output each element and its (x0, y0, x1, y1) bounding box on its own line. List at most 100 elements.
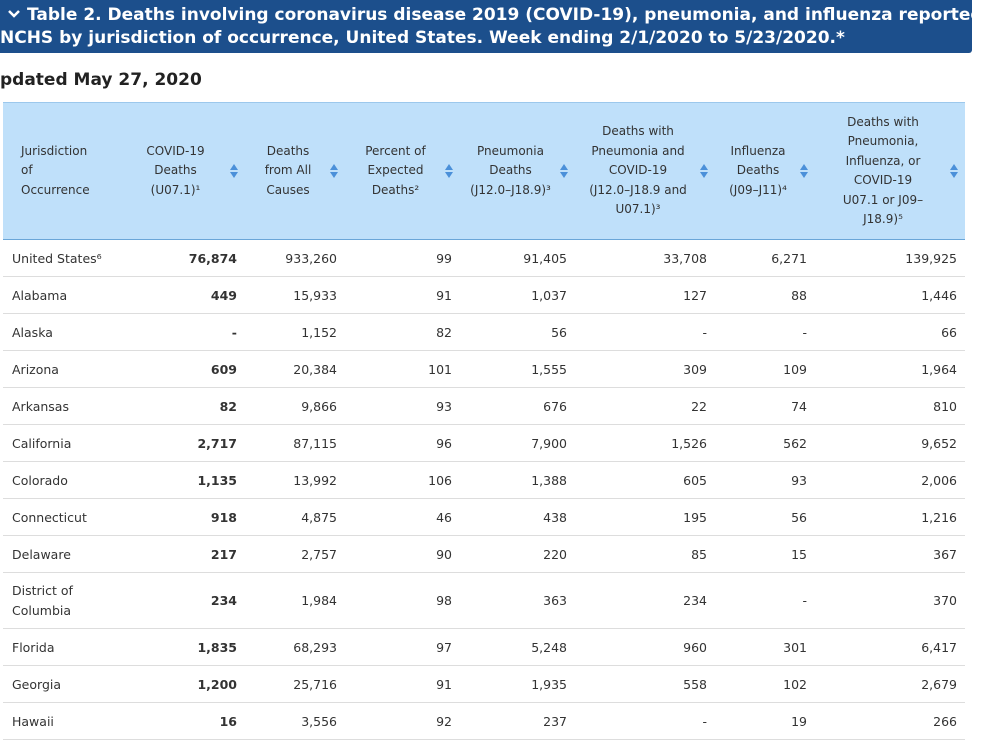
value-cell: 9,652 (815, 424, 965, 462)
value-cell: 1,935 (460, 665, 575, 703)
header-line: (J09–J11)⁴ (729, 182, 787, 197)
value-cell: - (715, 313, 815, 351)
table-row: Arizona 609 20,384 101 1,555 309 109 1,964 (3, 350, 965, 388)
header-line: Deaths (266, 143, 310, 158)
jurisdiction-cell: District of Columbia (3, 572, 120, 629)
header-line: Deaths with (602, 124, 674, 139)
header-line: from All (264, 163, 312, 178)
value-cell: 91 (345, 276, 460, 314)
value-cell: 33,708 (575, 239, 715, 277)
updated-date: pdated May 27, 2020 (0, 70, 202, 90)
table-row: Alaska -1,152 82 56- -66 (3, 313, 965, 351)
column-header[interactable]: Deaths with Pneumonia and COVID-19 (J12.0–J… (575, 102, 715, 240)
value-cell: 101 (345, 350, 460, 388)
value-cell: 1,446 (815, 276, 965, 314)
value-cell: 99 (345, 239, 460, 277)
value-cell: 15,933 (245, 276, 345, 314)
sort-icon[interactable] (699, 163, 709, 179)
value-cell: 220 (460, 535, 575, 573)
title-text: Table 2. Deaths involving coronavirus di… (27, 5, 992, 25)
value-cell: 367 (815, 535, 965, 573)
value-cell: 237 (460, 702, 575, 740)
value-cell: 106 (345, 461, 460, 499)
value-cell: 1,984 (245, 572, 345, 629)
header-line: Occurrence (21, 182, 90, 197)
value-cell: 6,271 (715, 239, 815, 277)
header-line: Deaths (736, 163, 780, 178)
value-cell: 266 (815, 702, 965, 740)
value-cell: 217 (120, 535, 245, 573)
value-cell: 82 (345, 313, 460, 351)
table-row: Colorado 1,135 13,992 106 1,388 605 93 2,006 (3, 461, 965, 499)
jurisdiction-cell: Georgia (3, 665, 120, 703)
value-cell: 6,417 (815, 628, 965, 666)
header-line: COVID-19 (146, 143, 205, 158)
value-cell: 139,925 (815, 239, 965, 277)
title-bar[interactable]: Table 2. Deaths involving coronavirus di… (0, 0, 992, 53)
value-cell: 87,115 (245, 424, 345, 462)
header-line: Pneumonia (477, 143, 544, 158)
table-row: Delaware 217 2,757 90 220 85 15 367 (3, 535, 965, 573)
header-line: (J12.0–J18.9)³ (470, 182, 551, 197)
jurisdiction-cell: Alaska (3, 313, 120, 351)
value-cell: 960 (575, 628, 715, 666)
value-cell: 7,900 (460, 424, 575, 462)
column-header[interactable]: Pneumonia Deaths (J12.0–J18.9)³ (460, 102, 575, 240)
value-cell: 195 (575, 498, 715, 536)
sort-icon[interactable] (229, 163, 239, 179)
column-header[interactable]: Deaths from All Causes (245, 102, 345, 240)
table-row: Hawaii 16 3,556 92 237-19 266 (3, 702, 965, 740)
table-row: Arkansas 82 9,866 93 676 22 74 810 (3, 387, 965, 425)
jurisdiction-cell: Hawaii (3, 702, 120, 740)
value-cell: 68,293 (245, 628, 345, 666)
sort-icon[interactable] (799, 163, 809, 179)
value-cell: 15 (715, 535, 815, 573)
table-body: United States⁶ 76,874 933,260 99 91,405 33,70… (3, 239, 965, 740)
value-cell: 309 (575, 350, 715, 388)
header-row: Jurisdiction of Occurrence COVID-19 Deaths (… (3, 102, 965, 240)
header-line: U07.1)³ (615, 202, 661, 217)
jurisdiction-cell: Arizona (3, 350, 120, 388)
value-cell: 810 (815, 387, 965, 425)
value-cell: 46 (345, 498, 460, 536)
column-header[interactable]: Deaths with Pneumonia, Influenza, or COVID-… (815, 102, 965, 240)
column-header[interactable]: Percent of Expected Deaths² (345, 102, 460, 240)
value-cell: 933,260 (245, 239, 345, 277)
value-cell: 438 (460, 498, 575, 536)
value-cell: 562 (715, 424, 815, 462)
table-row: District of Columbia 234 1,984 98 363 234-370 (3, 572, 965, 629)
table-row: Georgia 1,200 25,716 91 1,935 558 102 2,679 (3, 665, 965, 703)
table-row: Alabama 449 15,933 91 1,037 127 88 1,446 (3, 276, 965, 314)
header-line: Pneumonia and (591, 143, 685, 158)
value-cell: 605 (575, 461, 715, 499)
value-cell: 90 (345, 535, 460, 573)
column-header[interactable]: COVID-19 Deaths (U07.1)¹ (120, 102, 245, 240)
header-line: Influenza (730, 143, 786, 158)
value-cell: 93 (345, 387, 460, 425)
value-cell: 92 (345, 702, 460, 740)
value-cell: 19 (715, 702, 815, 740)
jurisdiction-cell: Delaware (3, 535, 120, 573)
jurisdiction-cell: Arkansas (3, 387, 120, 425)
value-cell: 676 (460, 387, 575, 425)
value-cell: 127 (575, 276, 715, 314)
value-cell: 56 (715, 498, 815, 536)
header-line: (J12.0–J18.9 and (589, 182, 687, 197)
value-cell: 109 (715, 350, 815, 388)
sort-icon[interactable] (949, 163, 959, 179)
value-cell: 66 (815, 313, 965, 351)
sort-icon[interactable] (329, 163, 339, 179)
header-line: Causes (266, 182, 310, 197)
header-line: J18.9)⁵ (863, 212, 903, 226)
value-cell: 4,875 (245, 498, 345, 536)
value-cell: 3,556 (245, 702, 345, 740)
sort-icon[interactable] (559, 163, 569, 179)
value-cell: 102 (715, 665, 815, 703)
value-cell: 91 (345, 665, 460, 703)
header-line: Jurisdiction of (21, 143, 88, 178)
value-cell: 2,757 (245, 535, 345, 573)
jurisdiction-cell: Connecticut (3, 498, 120, 536)
value-cell: 234 (575, 572, 715, 629)
sort-icon[interactable] (444, 163, 454, 179)
column-header[interactable]: Influenza Deaths (J09–J11)⁴ (715, 102, 815, 240)
